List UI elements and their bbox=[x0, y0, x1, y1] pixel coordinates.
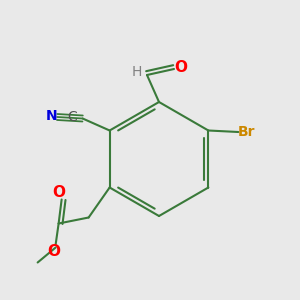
Text: O: O bbox=[48, 244, 61, 259]
Text: C: C bbox=[68, 110, 77, 124]
Text: O: O bbox=[174, 60, 187, 75]
Text: O: O bbox=[52, 185, 65, 200]
Text: Br: Br bbox=[238, 125, 256, 139]
Text: N: N bbox=[46, 109, 58, 123]
Text: H: H bbox=[131, 65, 142, 79]
